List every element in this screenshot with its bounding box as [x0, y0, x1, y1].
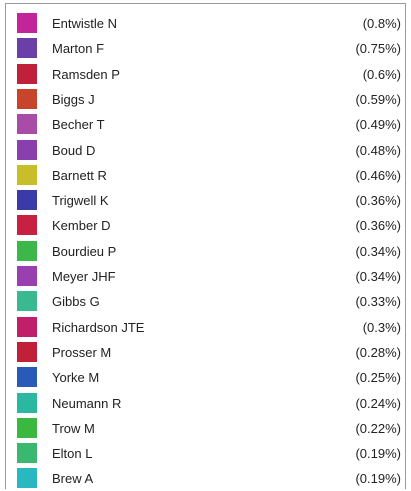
item-name: Prosser M — [52, 344, 112, 360]
legend-row: Trigwell K (0.36%) — [6, 188, 405, 213]
item-share: (0.34%) — [355, 243, 401, 259]
color-swatch — [17, 240, 37, 261]
item-name: Kember D — [52, 218, 111, 234]
item-name: Brew A — [52, 471, 94, 487]
item-share: (0.19%) — [355, 471, 401, 487]
item-share: (0.59%) — [355, 91, 401, 107]
legend-row: Yorke M (0.25%) — [6, 365, 405, 390]
item-share: (0.24%) — [355, 395, 401, 411]
item-name: Yorke M — [52, 370, 100, 386]
color-swatch — [17, 468, 37, 489]
color-swatch — [17, 88, 37, 109]
item-share: (0.8%) — [362, 16, 401, 31]
legend-row: Barnett R (0.46%) — [6, 163, 405, 188]
item-share: (0.75%) — [355, 41, 401, 57]
item-name: Barnett R — [52, 167, 107, 183]
item-name: Marton F — [52, 41, 105, 57]
legend-row: Neumann R (0.24%) — [6, 391, 405, 416]
legend-row: Bourdieu P (0.34%) — [6, 239, 405, 264]
color-swatch — [17, 38, 37, 59]
legend-row: Marton F (0.75%) — [6, 36, 405, 61]
item-share: (0.48%) — [355, 142, 401, 158]
item-name: Biggs J — [52, 91, 95, 107]
legend-row: Ramsden P (0.6%) — [6, 62, 405, 87]
item-name: Trow M — [52, 420, 95, 436]
color-swatch — [17, 443, 37, 464]
color-swatch — [17, 164, 37, 185]
legend-row: Becher T (0.49%) — [6, 112, 405, 137]
legend-row: Elton L (0.19%) — [6, 441, 405, 466]
item-name: Gibbs G — [52, 294, 100, 310]
legend-row: Brew A (0.19%) — [6, 466, 405, 491]
item-name: Trigwell K — [52, 193, 109, 209]
item-share: (0.49%) — [355, 117, 401, 133]
item-share: (0.36%) — [355, 218, 401, 234]
item-name: Neumann R — [52, 395, 122, 411]
color-swatch — [17, 316, 37, 337]
item-name: Ramsden P — [52, 66, 120, 82]
item-share: (0.19%) — [355, 446, 401, 462]
item-share: (0.28%) — [355, 344, 401, 360]
legend-row: Prosser M (0.28%) — [6, 340, 405, 365]
color-swatch — [17, 266, 37, 286]
item-name: Elton L — [52, 446, 93, 462]
item-share: (0.46%) — [355, 167, 401, 183]
color-swatch — [17, 190, 37, 211]
item-share: (0.34%) — [355, 269, 401, 284]
color-swatch — [17, 367, 37, 388]
legend-row: Meyer JHF (0.34%) — [6, 264, 405, 289]
legend-row: Gibbs G (0.33%) — [6, 289, 405, 314]
color-swatch — [17, 13, 37, 33]
item-share: (0.33%) — [355, 294, 401, 310]
legend-row: Biggs J (0.59%) — [6, 87, 405, 112]
color-swatch — [17, 341, 37, 362]
item-share: (0.36%) — [355, 193, 401, 209]
item-share: (0.22%) — [355, 420, 401, 436]
legend-row: Boud D (0.48%) — [6, 138, 405, 163]
item-name: Meyer JHF — [52, 269, 116, 284]
legend-row: Trow M (0.22%) — [6, 416, 405, 441]
item-share: (0.25%) — [355, 370, 401, 386]
legend-panel: Entwistle N (0.8%) Marton F (0.75%) Ramsden … — [5, 3, 406, 489]
item-share: (0.6%) — [362, 66, 401, 82]
item-name: Richardson JTE — [52, 319, 145, 335]
color-swatch — [17, 114, 37, 135]
item-share: (0.3%) — [362, 319, 401, 335]
color-swatch — [17, 139, 37, 160]
item-name: Boud D — [52, 142, 96, 158]
item-name: Bourdieu P — [52, 243, 117, 259]
legend-row: Richardson JTE (0.3%) — [6, 315, 405, 340]
color-swatch — [17, 392, 37, 413]
legend-row: Entwistle N (0.8%) — [6, 11, 405, 36]
item-name: Entwistle N — [52, 16, 118, 31]
color-swatch — [17, 291, 37, 312]
item-name: Becher T — [52, 117, 105, 133]
legend-row: Kember D (0.36%) — [6, 213, 405, 238]
color-swatch — [17, 417, 37, 438]
color-swatch — [17, 63, 37, 84]
color-swatch — [17, 215, 37, 236]
